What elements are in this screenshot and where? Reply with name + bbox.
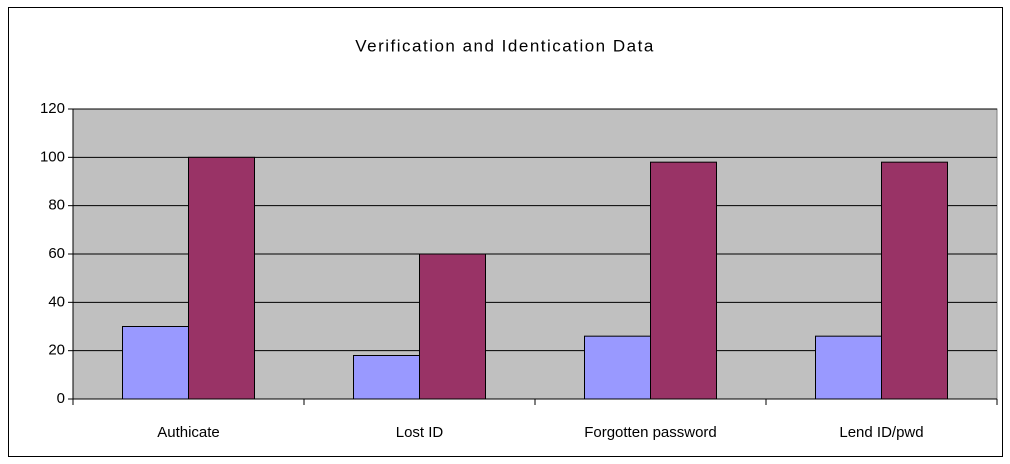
x-tick-label: Forgotten password (584, 424, 717, 441)
bar (188, 156, 255, 400)
bar (584, 335, 651, 400)
y-tick-label: 40 (48, 293, 65, 310)
y-tick-label: 80 (48, 197, 65, 214)
x-tick-label: Lend ID/pwd (839, 424, 923, 441)
bar (419, 253, 486, 400)
y-tick-label: 20 (48, 342, 65, 359)
y-tick-label: 0 (57, 390, 65, 407)
x-tick-label: Lost ID (396, 424, 444, 441)
y-tick-label: 60 (48, 245, 65, 262)
bar (650, 161, 717, 400)
bar (881, 161, 948, 400)
bar (353, 355, 420, 400)
bar (815, 335, 882, 400)
x-tick-label: Authicate (157, 424, 220, 441)
bar (122, 326, 189, 400)
y-tick-label: 120 (40, 100, 65, 117)
y-tick-label: 100 (40, 148, 65, 165)
chart-title: Verification and Identication Data (355, 36, 655, 55)
